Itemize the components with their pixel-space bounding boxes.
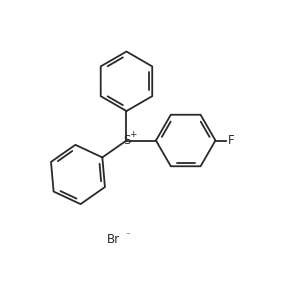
Text: ⁻: ⁻ — [126, 231, 130, 240]
Text: F: F — [228, 134, 235, 147]
Text: +: + — [129, 130, 136, 139]
Text: Br: Br — [107, 233, 120, 246]
Text: S: S — [123, 134, 130, 147]
